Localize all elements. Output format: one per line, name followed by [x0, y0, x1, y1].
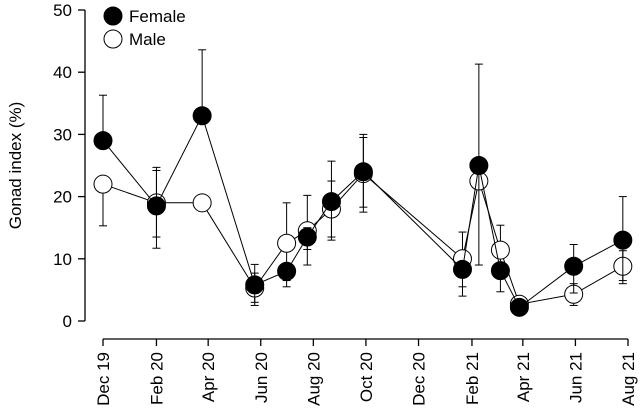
male-data-point	[93, 174, 113, 194]
female-data-point	[297, 227, 317, 247]
y-axis-title: Gonad index (%)	[6, 102, 25, 230]
male-data-point	[192, 193, 212, 213]
female-data-point	[277, 261, 297, 281]
x-tick-label: Aug 21	[619, 352, 638, 406]
female-data-point	[509, 297, 529, 317]
female-data-point	[613, 230, 633, 250]
female-data-point	[490, 261, 510, 281]
female-data-point	[564, 256, 584, 276]
male-series-line	[102, 172, 624, 305]
legend-label-male: Male	[129, 30, 166, 49]
x-tick-label: Oct 20	[357, 352, 376, 402]
female-data-point	[353, 162, 373, 182]
series-layer	[93, 49, 633, 317]
female-data-point	[192, 106, 212, 126]
y-tick-label: 0	[63, 312, 72, 331]
female-data-point	[93, 131, 113, 151]
x-tick-label: Dec 19	[94, 352, 113, 406]
x-tick-label: Jun 20	[252, 352, 271, 403]
female-data-point	[469, 156, 489, 175]
x-tick-label: Feb 21	[463, 352, 482, 405]
female-data-point	[245, 275, 265, 295]
y-tick-label: 20	[53, 188, 72, 207]
female-data-point	[452, 259, 472, 279]
x-tick-label: Apr 20	[199, 352, 218, 402]
female-data-point	[146, 196, 166, 216]
x-tick-label: Dec 20	[410, 352, 429, 406]
x-tick-label: Feb 20	[147, 352, 166, 405]
legend: Female Male	[103, 6, 186, 49]
axes: 0 10 20 30 40 50 Dec 19 Feb 20 Apr 20 Jun 20 Aug …	[6, 1, 638, 406]
legend-marker-male	[103, 29, 123, 49]
x-tick-label: Jun 21	[566, 352, 585, 403]
y-ticks: 0 10 20 30 40 50	[53, 1, 85, 331]
legend-label-female: Female	[129, 7, 186, 26]
x-ticks: Dec 19 Feb 20 Apr 20 Jun 20 Aug 20 Oct 20 Dec …	[94, 339, 638, 406]
y-tick-label: 30	[53, 125, 72, 144]
male-data-point	[277, 233, 297, 253]
female-series	[93, 49, 633, 317]
y-tick-label: 50	[53, 1, 72, 20]
y-tick-label: 10	[53, 250, 72, 269]
x-tick-label: Aug 20	[304, 352, 323, 406]
female-data-point	[321, 192, 341, 212]
legend-marker-female	[103, 6, 123, 26]
y-tick-label: 40	[53, 63, 72, 82]
male-data-point	[490, 240, 510, 260]
x-tick-label: Apr 21	[514, 352, 533, 402]
